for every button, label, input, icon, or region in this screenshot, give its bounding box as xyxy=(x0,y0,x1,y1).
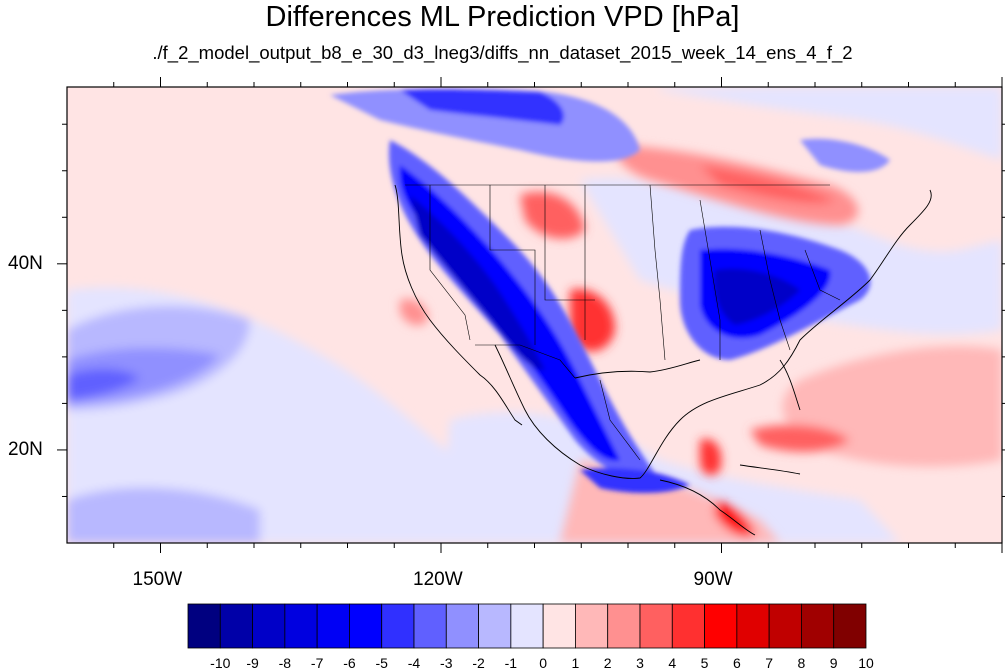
colorbar-tick-label: 10 xyxy=(858,655,874,671)
colorbar xyxy=(187,603,867,649)
colorbar-swatch xyxy=(478,603,512,649)
colorbar-swatch xyxy=(316,603,350,649)
chart-title: Differences ML Prediction VPD [hPa] xyxy=(265,1,740,33)
colorbar-tick-label: -6 xyxy=(343,655,356,671)
colorbar-swatch xyxy=(833,603,867,649)
colorbar-tick-label: -3 xyxy=(440,655,453,671)
colorbar-swatch xyxy=(736,603,770,649)
lat-tick-label: 20N xyxy=(8,438,43,460)
colorbar-tick-label: 1 xyxy=(571,655,580,671)
colorbar-swatch xyxy=(542,603,576,649)
colorbar-swatch xyxy=(801,603,835,649)
colorbar-swatch xyxy=(219,603,253,649)
lon-tick-label: 120W xyxy=(413,569,463,590)
vpd-difference-field xyxy=(67,87,1002,543)
colorbar-tick-label: -5 xyxy=(375,655,388,671)
lon-tick-label: 90W xyxy=(693,569,733,590)
colorbar-tick-label: 2 xyxy=(603,655,612,671)
colorbar-swatch xyxy=(187,603,221,649)
lat-tick-label: 40N xyxy=(8,252,43,274)
chart-subtitle: ./f_2_model_output_b8_e_30_d3_lneg3/diff… xyxy=(152,42,853,63)
colorbar-tick-label: 5 xyxy=(700,655,709,671)
colorbar-swatch xyxy=(413,603,447,649)
colorbar-swatch xyxy=(445,603,479,649)
colorbar-tick-label: -1 xyxy=(504,655,518,671)
colorbar-swatch xyxy=(704,603,738,649)
colorbar-tick-label: -7 xyxy=(310,655,324,671)
colorbar-swatch xyxy=(510,603,544,649)
colorbar-swatch xyxy=(284,603,318,649)
colorbar-tick-label: -8 xyxy=(278,655,292,671)
colorbar-swatch xyxy=(671,603,705,649)
colorbar-swatch xyxy=(381,603,415,649)
colorbar-tick-label: 7 xyxy=(765,655,774,671)
colorbar-tick-label: -2 xyxy=(472,655,485,671)
political-borders xyxy=(405,184,841,461)
colorbar-tick-label: 0 xyxy=(539,655,548,671)
colorbar-tick-label: -9 xyxy=(246,655,259,671)
axis-ticks xyxy=(57,77,1005,553)
colorbar-swatch xyxy=(768,603,802,649)
colorbar-tick-label: 4 xyxy=(668,655,677,671)
colorbar-tick-label: 3 xyxy=(636,655,644,671)
colorbar-tick-label: -10 xyxy=(210,655,231,671)
colorbar-tick-label: 8 xyxy=(797,655,806,671)
colorbar-swatch xyxy=(575,603,609,649)
colorbar-swatch xyxy=(252,603,286,649)
colorbar-tick-label: 9 xyxy=(829,655,838,671)
coastlines xyxy=(394,184,932,536)
colorbar-swatch xyxy=(607,603,641,649)
colorbar-swatch xyxy=(349,603,383,649)
colorbar-tick-label: 6 xyxy=(732,655,741,671)
colorbar-tick-label: -4 xyxy=(407,655,421,671)
colorbar-swatch xyxy=(639,603,673,649)
lon-tick-label: 150W xyxy=(132,569,183,590)
